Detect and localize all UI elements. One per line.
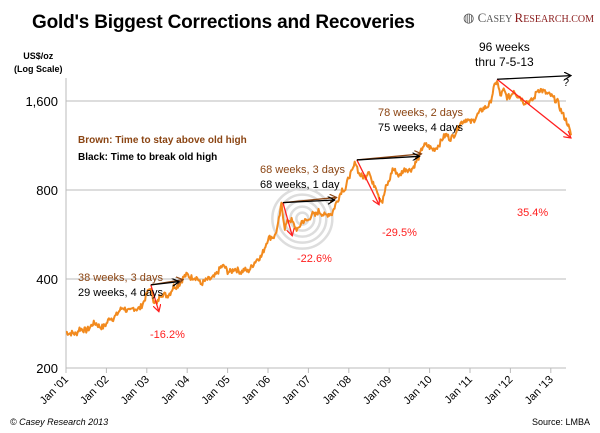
target-watermark-icon (295, 211, 310, 226)
break-high-label: 75 weeks, 4 days (378, 122, 463, 134)
break-high-arrow (356, 156, 420, 160)
y-tick-label: 400 (36, 272, 58, 287)
copyright: © Casey Research 2013 (10, 417, 109, 427)
stay-above-label: 38 weeks, 3 days (78, 272, 163, 284)
stay-above-label: 68 weeks, 3 days (260, 164, 345, 176)
x-tick-label: Jan '03 (119, 374, 152, 407)
x-tick-label: Jan '11 (442, 374, 475, 407)
x-tick-label: Jan '08 (321, 374, 354, 407)
x-tick-label: Jan '04 (159, 374, 192, 407)
break-high-label: 96 weeks thru 7-5-13 (475, 40, 534, 69)
x-tick-label: Jan '06 (240, 374, 273, 407)
legend-black: Black: Time to break old high (78, 152, 218, 163)
casey-research-logo: ◍ CASEY RESEARCH.COM (463, 10, 595, 25)
break-high-label: 68 weeks, 1 day (260, 179, 340, 191)
x-tick-label: Jan '10 (401, 374, 434, 407)
chart-title: Gold's Biggest Corrections and Recoverie… (32, 12, 415, 33)
y-tick-label: 800 (36, 183, 58, 198)
x-tick-label: Jan '13 (523, 374, 556, 407)
y-tick-label: 1,600 (25, 94, 58, 109)
x-tick-label: Jan '05 (199, 374, 232, 407)
correction-arrow (282, 202, 292, 236)
correction-pct-label: -29.5% (382, 227, 417, 239)
break-high-arrow (282, 200, 335, 203)
y-axis-label: US$/oz (Log Scale) (14, 51, 63, 74)
stay-above-label: 78 weeks, 2 days (378, 107, 463, 119)
target-watermark-icon (289, 205, 316, 232)
correction-arrow (356, 159, 379, 205)
target-watermark-icon (271, 187, 334, 250)
question-mark: ? (563, 77, 570, 89)
source: Source: LMBA (531, 417, 590, 427)
correction-pct-label: -16.2% (150, 329, 185, 341)
correction-pct-label: 35.4% (517, 207, 549, 219)
x-tick-label: Jan '01 (38, 374, 71, 407)
x-tick-label: Jan '02 (78, 374, 111, 407)
x-tick-label: Jan '09 (361, 374, 394, 407)
correction-pct-label: -22.6% (297, 253, 332, 265)
break-high-arrow (497, 76, 571, 80)
break-high-arrow (150, 282, 179, 285)
gold-price-line (65, 80, 572, 337)
legend-brown: Brown: Time to stay above old high (78, 135, 247, 146)
break-high-label: 29 weeks, 4 days (78, 287, 163, 299)
correction-arrow (496, 78, 571, 138)
logo-icon: ◍ (463, 10, 478, 25)
correction-arrow (150, 284, 159, 312)
x-tick-label: Jan '12 (482, 374, 515, 407)
y-tick-label: 200 (36, 361, 58, 376)
legend: Brown: Time to stay above old high Black… (78, 132, 247, 166)
x-tick-label: Jan '07 (280, 374, 313, 407)
